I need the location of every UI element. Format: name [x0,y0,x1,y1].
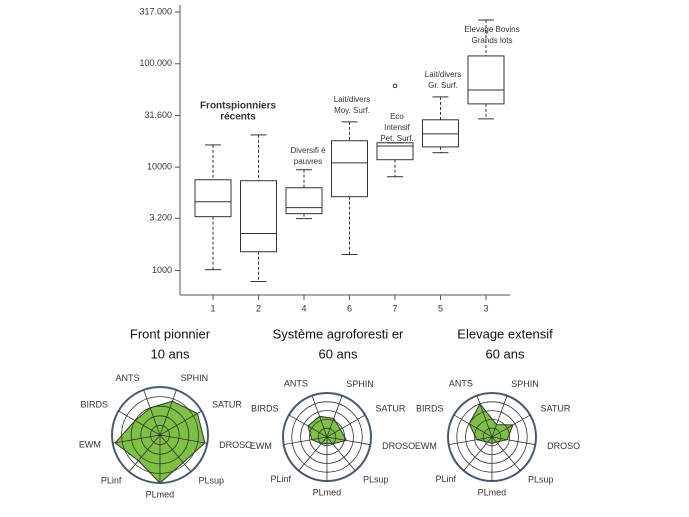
radar-title: Elevage extensif [457,326,553,341]
radar-spoke [463,436,493,471]
annotation: Diversifi é [290,146,326,155]
box [194,179,232,218]
radar-axis-label: DROSO [547,441,580,451]
radar-axis-label: EWM [415,441,437,451]
radar-spoke [491,395,508,438]
radar-area [468,403,514,445]
radar-axis-label: DROSO [382,441,415,451]
y-tick-label: 3.200 [149,213,172,223]
x-tick-label: 7 [392,303,397,313]
radar-spoke [476,395,493,438]
radar-axis-label: PLsup [528,474,554,484]
radar-spoke [326,436,356,471]
radar-axis-label: PLinf [435,474,456,484]
radar-subtitle: 60 ans [318,346,358,361]
radar-axis-label: SPHIN [181,373,209,383]
box [285,187,323,215]
x-tick-label: 1 [210,303,215,313]
radar-axis-label: ANTS [449,379,473,389]
annotation: Lait/divers [334,95,370,104]
annotation: Gr. Surf. [428,81,458,90]
radar-subtitle: 10 ans [150,346,190,361]
radar-axis-label: PLmed [313,487,342,497]
radar-axis-label: PLinf [270,474,291,484]
radar-axis-label: SATUR [541,403,571,413]
y-tick-label: 31.600 [144,110,172,120]
x-tick-label: 4 [301,303,306,313]
radar-spoke [118,410,161,436]
radar-axis-label: SATUR [376,403,406,413]
annotation: récents [220,112,256,123]
box [240,180,277,253]
y-tick-label: 10000 [147,162,172,172]
radar-spoke [112,434,161,444]
radar-area [307,415,348,445]
radar-axis-label: PLmed [146,489,175,499]
radar-spoke [159,389,177,436]
radar-spoke [311,395,328,438]
radar-axis-label: BIRDS [416,403,444,413]
radar-spoke [491,436,521,471]
radar-spoke [491,414,531,438]
annotation: Pet. Surf. [380,134,413,143]
x-tick-label: 5 [438,303,443,313]
radar-spoke [143,389,161,436]
radar-axis-label: BIRDS [81,399,109,409]
annotation: Moy. Surf. [334,106,370,115]
box [467,55,505,105]
radar-spoke [448,436,493,445]
radar-axis-label: PLsup [199,475,225,485]
radar-spoke [326,436,371,446]
radar-title: Système agroforesti er [273,326,404,341]
radar-axis-label: BIRDS [251,403,279,413]
radar-spoke [453,414,493,438]
radar-axis-label: SPHIN [346,379,374,389]
radar-spoke [326,395,343,438]
annotation: Intensif [384,123,411,132]
radar-axis-label: PLsup [363,474,389,484]
radar-subtitle: 60 ans [485,346,525,361]
annotation: Grands lots [472,36,513,45]
y-tick-label: 100.000 [139,58,172,68]
radar-spoke [491,436,536,446]
radar-axis-label: SATUR [212,399,242,409]
radar-spoke [298,436,328,471]
radar-axis-label: ANTS [116,373,140,383]
radar-axis-label: EWM [250,441,272,451]
radar-spoke [128,434,161,472]
radar-axis-label: ANTS [284,379,308,389]
x-tick-label: 3 [483,303,488,313]
radar-spoke [159,434,192,473]
annotation: pauvres [294,157,322,166]
radar-axis-label: SPHIN [511,379,539,389]
y-tick-label: 1000 [152,265,172,275]
radar-spoke [159,434,208,444]
box [331,140,368,198]
radar-axis-label: EWM [79,440,101,450]
x-tick-label: 2 [256,303,261,313]
radar-spoke [288,414,328,438]
radar-axis-label: PLinf [101,475,122,485]
radar-spoke [283,436,328,445]
radar-axis-label: PLmed [478,487,507,497]
radar-title: Front pionnier [130,326,211,341]
radar-spoke [159,410,202,436]
y-tick-label: 317.000 [139,6,172,16]
annotation: Frontspionniers [200,101,277,112]
annotation: Elevage Bovins [464,25,519,34]
annotation: Lait/divers [425,70,461,79]
annotation: Eco [390,112,404,121]
radar-spoke [326,414,366,438]
x-tick-label: 6 [347,303,352,313]
outlier [392,83,398,89]
radar-axis-label: DROSO [219,440,252,450]
box [376,142,414,161]
